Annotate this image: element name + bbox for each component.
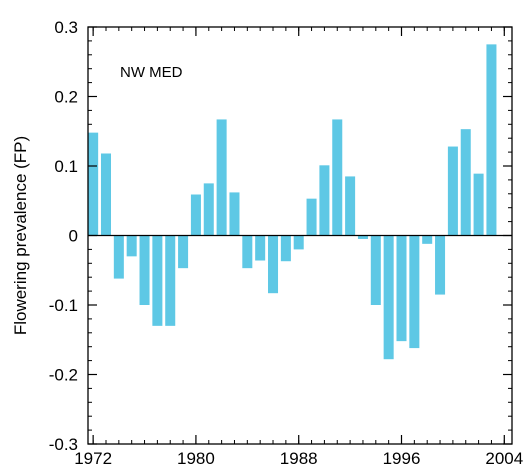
bar-1975 (126, 235, 137, 257)
bar-1976 (139, 235, 150, 305)
x-tick-label: 1988 (280, 449, 318, 468)
bar-2000 (447, 146, 458, 236)
x-tick-label: 2004 (485, 449, 523, 468)
bar-1997 (409, 235, 420, 349)
bar-1974 (113, 235, 124, 279)
y-axis-title: Flowering prevalence (FP) (11, 136, 30, 335)
y-tick-label: -0.1 (49, 296, 78, 315)
bar-1987 (280, 235, 291, 262)
y-tick-label: -0.2 (49, 366, 78, 385)
bar-1988 (293, 235, 304, 250)
bar-1995 (383, 235, 394, 360)
major-ticks (88, 26, 512, 445)
bar-1980 (190, 194, 201, 236)
bar-2001 (460, 129, 471, 236)
bar-1994 (370, 235, 381, 305)
bar-1978 (165, 235, 176, 326)
y-tick-labels: -0.3 -0.2 -0.1 0 0.1 0.2 0.3 (49, 18, 78, 454)
y-tick-label: -0.3 (49, 435, 78, 454)
bar-1981 (203, 183, 214, 236)
y-tick-label: 0 (69, 227, 78, 246)
bar-1977 (152, 235, 163, 326)
x-tick-label: 1972 (74, 449, 112, 468)
bar-1993 (357, 235, 368, 239)
bar-1982 (216, 119, 227, 236)
bar-1983 (229, 192, 240, 236)
bar-1990 (319, 165, 330, 236)
bar-1984 (242, 235, 253, 269)
bar-1991 (332, 119, 343, 236)
bar-2003 (486, 44, 497, 236)
bar-1996 (396, 235, 407, 342)
bar-1992 (345, 176, 356, 236)
bar-1998 (422, 235, 433, 244)
x-tick-labels: 1972 1980 1988 1996 2004 (74, 449, 523, 468)
x-tick-label: 1996 (383, 449, 421, 468)
bar-1972 (88, 132, 99, 236)
bar-2002 (473, 173, 484, 236)
minor-ticks (88, 26, 512, 445)
bar-1999 (435, 235, 446, 295)
y-tick-label: 0.2 (54, 88, 78, 107)
bar-1989 (306, 198, 317, 236)
y-tick-label: 0.3 (54, 18, 78, 37)
bar-1985 (255, 235, 266, 261)
bar-1986 (268, 235, 279, 294)
x-tick-label: 1980 (177, 449, 215, 468)
y-tick-label: 0.1 (54, 157, 78, 176)
region-annotation: NW MED (120, 64, 183, 81)
bar-1979 (178, 235, 189, 269)
bars (88, 44, 497, 360)
bar-1973 (100, 153, 111, 236)
